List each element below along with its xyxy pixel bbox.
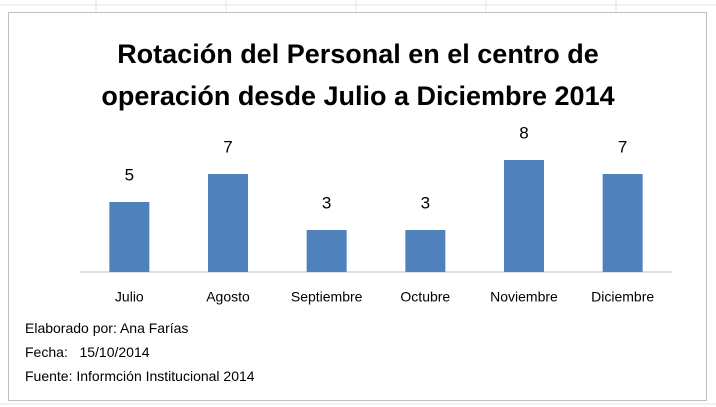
bar [208,174,248,272]
data-label: 7 [618,137,627,156]
data-label: 7 [223,137,232,156]
note: Fuente: Informción Institucional 2014 [25,368,255,384]
note: Elaborado por: Ana Farías [25,320,189,336]
x-tick-label: Diciembre [591,289,654,305]
x-tick-label: Noviembre [490,289,558,305]
data-label: 8 [519,123,528,142]
x-tick-label: Octubre [400,289,450,305]
x-tick-label: Julio [115,289,144,305]
data-label: 5 [125,165,134,184]
bar [504,160,544,272]
chart-frame [8,12,707,401]
x-tick-label: Septiembre [291,289,363,305]
data-label: 3 [322,193,331,212]
x-tick-label: Agosto [206,289,250,305]
bar [602,174,643,272]
note: Fecha: 15/10/2014 [25,344,150,360]
bar [109,202,150,272]
bar [405,230,446,272]
bar [306,230,347,272]
chart-title: Rotación del Personal en el centro de op… [101,39,615,111]
data-label: 3 [421,193,430,212]
